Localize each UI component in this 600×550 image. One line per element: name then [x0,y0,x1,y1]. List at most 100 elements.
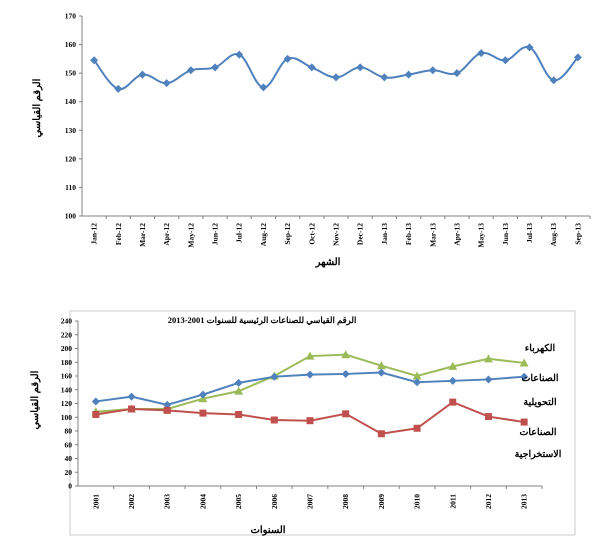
chart-2-title: الرقم القياسي للصناعات الرئيسية للسنوات … [168,315,357,326]
chart-1-x-tick-label: Oct-12 [307,223,316,245]
chart-2-x-tick-label: 2008 [341,494,350,509]
chart-2-series-0-point [448,361,458,370]
chart-2-x-tick-label: 2013 [520,494,529,509]
chart-1-series-0-point [549,76,558,85]
chart-1-x-axis-title: الشهر [315,257,341,268]
chart-2-series-1-point [127,392,136,401]
chart-2-series-2-point [92,411,100,418]
chart-2-series-1-point [520,372,529,381]
chart-1-x-tick-label: Jun-13 [501,223,510,245]
chart-2-series-1-point [448,376,457,385]
chart-1-series-0-point [477,49,486,58]
chart-1-x-tick-label: Apr-13 [452,223,461,246]
series-label-electricity: الكهرباء [525,343,556,354]
chart-2-series-2-point [199,409,207,417]
chart-1-series [90,43,582,93]
chart-2-series-2-point [413,424,421,432]
chart-1-x-tick-label: May-13 [477,223,486,248]
chart-2-x-tick-label: 2001 [91,494,100,509]
chart-2-x-tick-label: 2011 [448,494,457,509]
chart-2-series-1-point [484,375,493,384]
chart-1-x-tick-label: Feb-13 [404,223,413,245]
chart-2-series-1-point [91,397,100,406]
chart-2-series-1-point [341,369,350,378]
chart-2-x-tick-label: 2010 [413,494,422,509]
chart-1-series-0-point [283,54,292,63]
chart-2-x-axis-title: السنوات [250,525,285,536]
chart-2-y-tick-label: 140 [61,385,73,394]
chart-1-series-0-point [452,69,461,78]
chart-2-series-2-point [306,417,314,425]
chart-2-series-1-point [234,378,243,387]
chart-1-y-axis-title: الرقم القياسي [32,78,43,137]
chart-1-series-0-point [332,73,340,82]
chart-2-series-labels: الكهرباء الصناعات التحويلية الصناعات الاست… [515,343,562,460]
chart-2-y-tick-label: 180 [61,358,73,367]
chart-1-series-0-point [573,53,582,62]
chart-2-series-2-point [342,410,350,418]
chart-2-series-0-point [341,350,351,359]
chart-1-x-tick-label: Jul-12 [235,223,244,243]
chart-2-axes [77,321,542,487]
chart-1-series-0-point [259,83,268,92]
chart-2-y-tick-label: 0 [68,482,72,491]
chart-2-y-axis-title: الرقم القياسي [30,370,41,429]
chart-2-y-tick-label: 220 [61,330,73,339]
chart-1-x-tick-label: Sep-13 [573,223,582,245]
chart-2-x-tick-label: 2003 [163,494,172,509]
chart-1-series-0-point [138,70,147,79]
chart-1-x-tick-label: Apr-12 [162,223,171,246]
chart-1-series-0-point [380,73,389,82]
chart-2-series-2-point [449,398,457,406]
chart-2-series-2-point [235,411,243,418]
chart-1-series-0-point [162,79,171,88]
chart-2-y-ticks: 0 20 40 60 80 100 120 140 160 180 200 220 240 [61,317,78,491]
chart-2-series-0-point [305,351,315,360]
chart-1-series-0-point [235,50,244,59]
chart-1-x-tick-label: Nov-12 [332,223,341,246]
chart-2-y-tick-label: 20 [65,468,73,477]
chart-1-x-tick-label: Jan-13 [380,223,389,245]
chart-2-y-tick-label: 120 [61,399,73,408]
chart-2-series-0-point [519,358,529,367]
chart-2-series-2-point [163,406,171,414]
chart-1-y-tick-label: 120 [65,154,77,163]
chart-1-x-tick-label: Feb-12 [114,223,123,245]
chart-1-series-0-point [114,84,123,93]
chart-1-y-tick-label: 150 [65,69,77,78]
chart-2-series-0-point [483,354,493,363]
chart-1-x-tick-label: Jan-12 [90,223,99,245]
chart-1-y-tick-label: 130 [65,126,77,135]
chart-2-series-2-point [377,430,385,438]
chart-2-x-tick-label: 2009 [377,494,386,509]
chart-2-y-tick-label: 80 [65,427,73,436]
chart-1-x-tick-label: May-12 [186,223,195,248]
chart-1-x-tick-label: Mar-13 [428,223,437,247]
chart-1-x-tick-label: Jun-12 [211,223,220,245]
chart-1-series-0-point [404,70,413,79]
chart-1-series-0-point [525,43,534,52]
chart-1-y-tick-label: 110 [65,183,76,192]
chart-1-x-tick-label: Aug-13 [549,223,558,247]
chart-1-x-tick-label: Mar-12 [138,223,147,247]
chart-1-series-0-point [211,63,220,72]
chart-2-y-tick-label: 100 [61,413,73,422]
chart-2-series-0-point [412,371,422,380]
series-label-extractive: الصناعات الاستخراجية [515,427,562,460]
chart-2-x-tick-label: 2002 [127,494,136,509]
chart-1-series-0-point [186,66,195,75]
chart-2-x-tick-label: 2012 [484,494,493,509]
chart-1-x-ticks: Jan-12 Feb-12 Mar-12 Apr-12 May-12 Jun-12 Jul-… [90,216,591,248]
chart-1-series-0-point [356,63,365,72]
chart-2-series-1-point [413,378,422,387]
chart-1-y-ticks: 100 110 120 130 140 150 160 170 [65,12,82,221]
chart-2-x-ticks: 2001 2002 2003 2004 2005 2006 2007 2008 2009 2010… [91,486,543,509]
chart-2-y-tick-label: 240 [61,317,73,326]
chart-2-series-1-point [306,370,314,379]
chart-1-series-0-point [90,56,99,65]
chart-1-y-tick-label: 160 [65,40,77,49]
chart-2-series-2-point [520,418,528,426]
chart-2-y-tick-label: 40 [65,454,73,463]
